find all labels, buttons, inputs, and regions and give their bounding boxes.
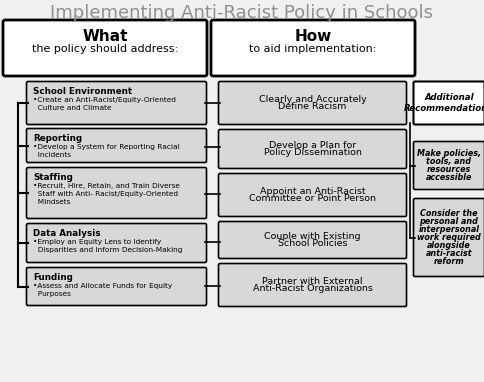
Text: Incidents: Incidents [33, 152, 71, 158]
Text: work required: work required [416, 233, 480, 242]
FancyBboxPatch shape [413, 81, 484, 125]
Text: Make policies,: Make policies, [416, 149, 480, 158]
Text: Staffing: Staffing [33, 173, 73, 182]
FancyBboxPatch shape [27, 81, 206, 125]
Text: Purposes: Purposes [33, 291, 71, 297]
Text: Staff with Anti- Racist/Equity-Oriented: Staff with Anti- Racist/Equity-Oriented [33, 191, 178, 197]
FancyBboxPatch shape [27, 128, 206, 162]
FancyBboxPatch shape [27, 167, 206, 219]
Text: Reporting: Reporting [33, 134, 82, 143]
Text: reform: reform [433, 257, 463, 266]
Text: How: How [294, 29, 331, 44]
Text: School Policies: School Policies [277, 239, 347, 248]
Text: accessible: accessible [425, 173, 471, 182]
Text: the policy should address:: the policy should address: [32, 44, 178, 54]
FancyBboxPatch shape [211, 20, 414, 76]
FancyBboxPatch shape [218, 222, 406, 259]
Text: •Recruit, Hire, Retain, and Train Diverse: •Recruit, Hire, Retain, and Train Divers… [33, 183, 180, 189]
Text: Culture and Climate: Culture and Climate [33, 105, 111, 111]
Text: Clearly and Accurately: Clearly and Accurately [258, 95, 365, 104]
Text: What: What [82, 29, 127, 44]
Text: Appoint an Anti-Racist: Appoint an Anti-Racist [259, 187, 364, 196]
Text: to aid implementation:: to aid implementation: [249, 44, 376, 54]
FancyBboxPatch shape [27, 267, 206, 306]
Text: Policy Dissemination: Policy Dissemination [263, 148, 361, 157]
Text: Couple with Existing: Couple with Existing [264, 232, 360, 241]
Text: Define Racism: Define Racism [278, 102, 346, 111]
Text: Mindsets: Mindsets [33, 199, 70, 205]
Text: resources: resources [426, 165, 470, 174]
Text: Implementing Anti-Racist Policy in Schools: Implementing Anti-Racist Policy in Schoo… [50, 4, 433, 22]
Text: interpersonal: interpersonal [418, 225, 479, 234]
Text: •Employ an Equity Lens to Identify: •Employ an Equity Lens to Identify [33, 239, 161, 245]
Text: •Develop a System for Reporting Racial: •Develop a System for Reporting Racial [33, 144, 180, 150]
Text: •Assess and Allocate Funds for Equity: •Assess and Allocate Funds for Equity [33, 283, 172, 289]
FancyBboxPatch shape [218, 129, 406, 168]
Text: Additional
Recommendations: Additional Recommendations [404, 93, 484, 113]
Text: Develop a Plan for: Develop a Plan for [268, 141, 355, 150]
FancyBboxPatch shape [27, 223, 206, 262]
FancyBboxPatch shape [3, 20, 207, 76]
Text: anti-racist: anti-racist [425, 249, 471, 258]
FancyBboxPatch shape [218, 264, 406, 306]
Text: •Create an Anti-Racist/Equity-Oriented: •Create an Anti-Racist/Equity-Oriented [33, 97, 176, 103]
FancyBboxPatch shape [218, 81, 406, 125]
Text: Data Analysis: Data Analysis [33, 229, 100, 238]
Text: Committee or Point Person: Committee or Point Person [248, 194, 375, 203]
Text: Anti-Racist Organizations: Anti-Racist Organizations [252, 284, 372, 293]
Text: School Environment: School Environment [33, 87, 132, 96]
Text: Partner with External: Partner with External [262, 277, 362, 286]
Text: tools, and: tools, and [425, 157, 470, 166]
Text: alongside: alongside [426, 241, 470, 250]
FancyBboxPatch shape [218, 173, 406, 217]
FancyBboxPatch shape [413, 141, 484, 189]
Text: Disparities and Inform Decision-Making: Disparities and Inform Decision-Making [33, 247, 182, 253]
Text: Consider the: Consider the [419, 209, 477, 218]
FancyBboxPatch shape [413, 199, 484, 277]
Text: personal and: personal and [419, 217, 477, 226]
Text: Funding: Funding [33, 273, 73, 282]
